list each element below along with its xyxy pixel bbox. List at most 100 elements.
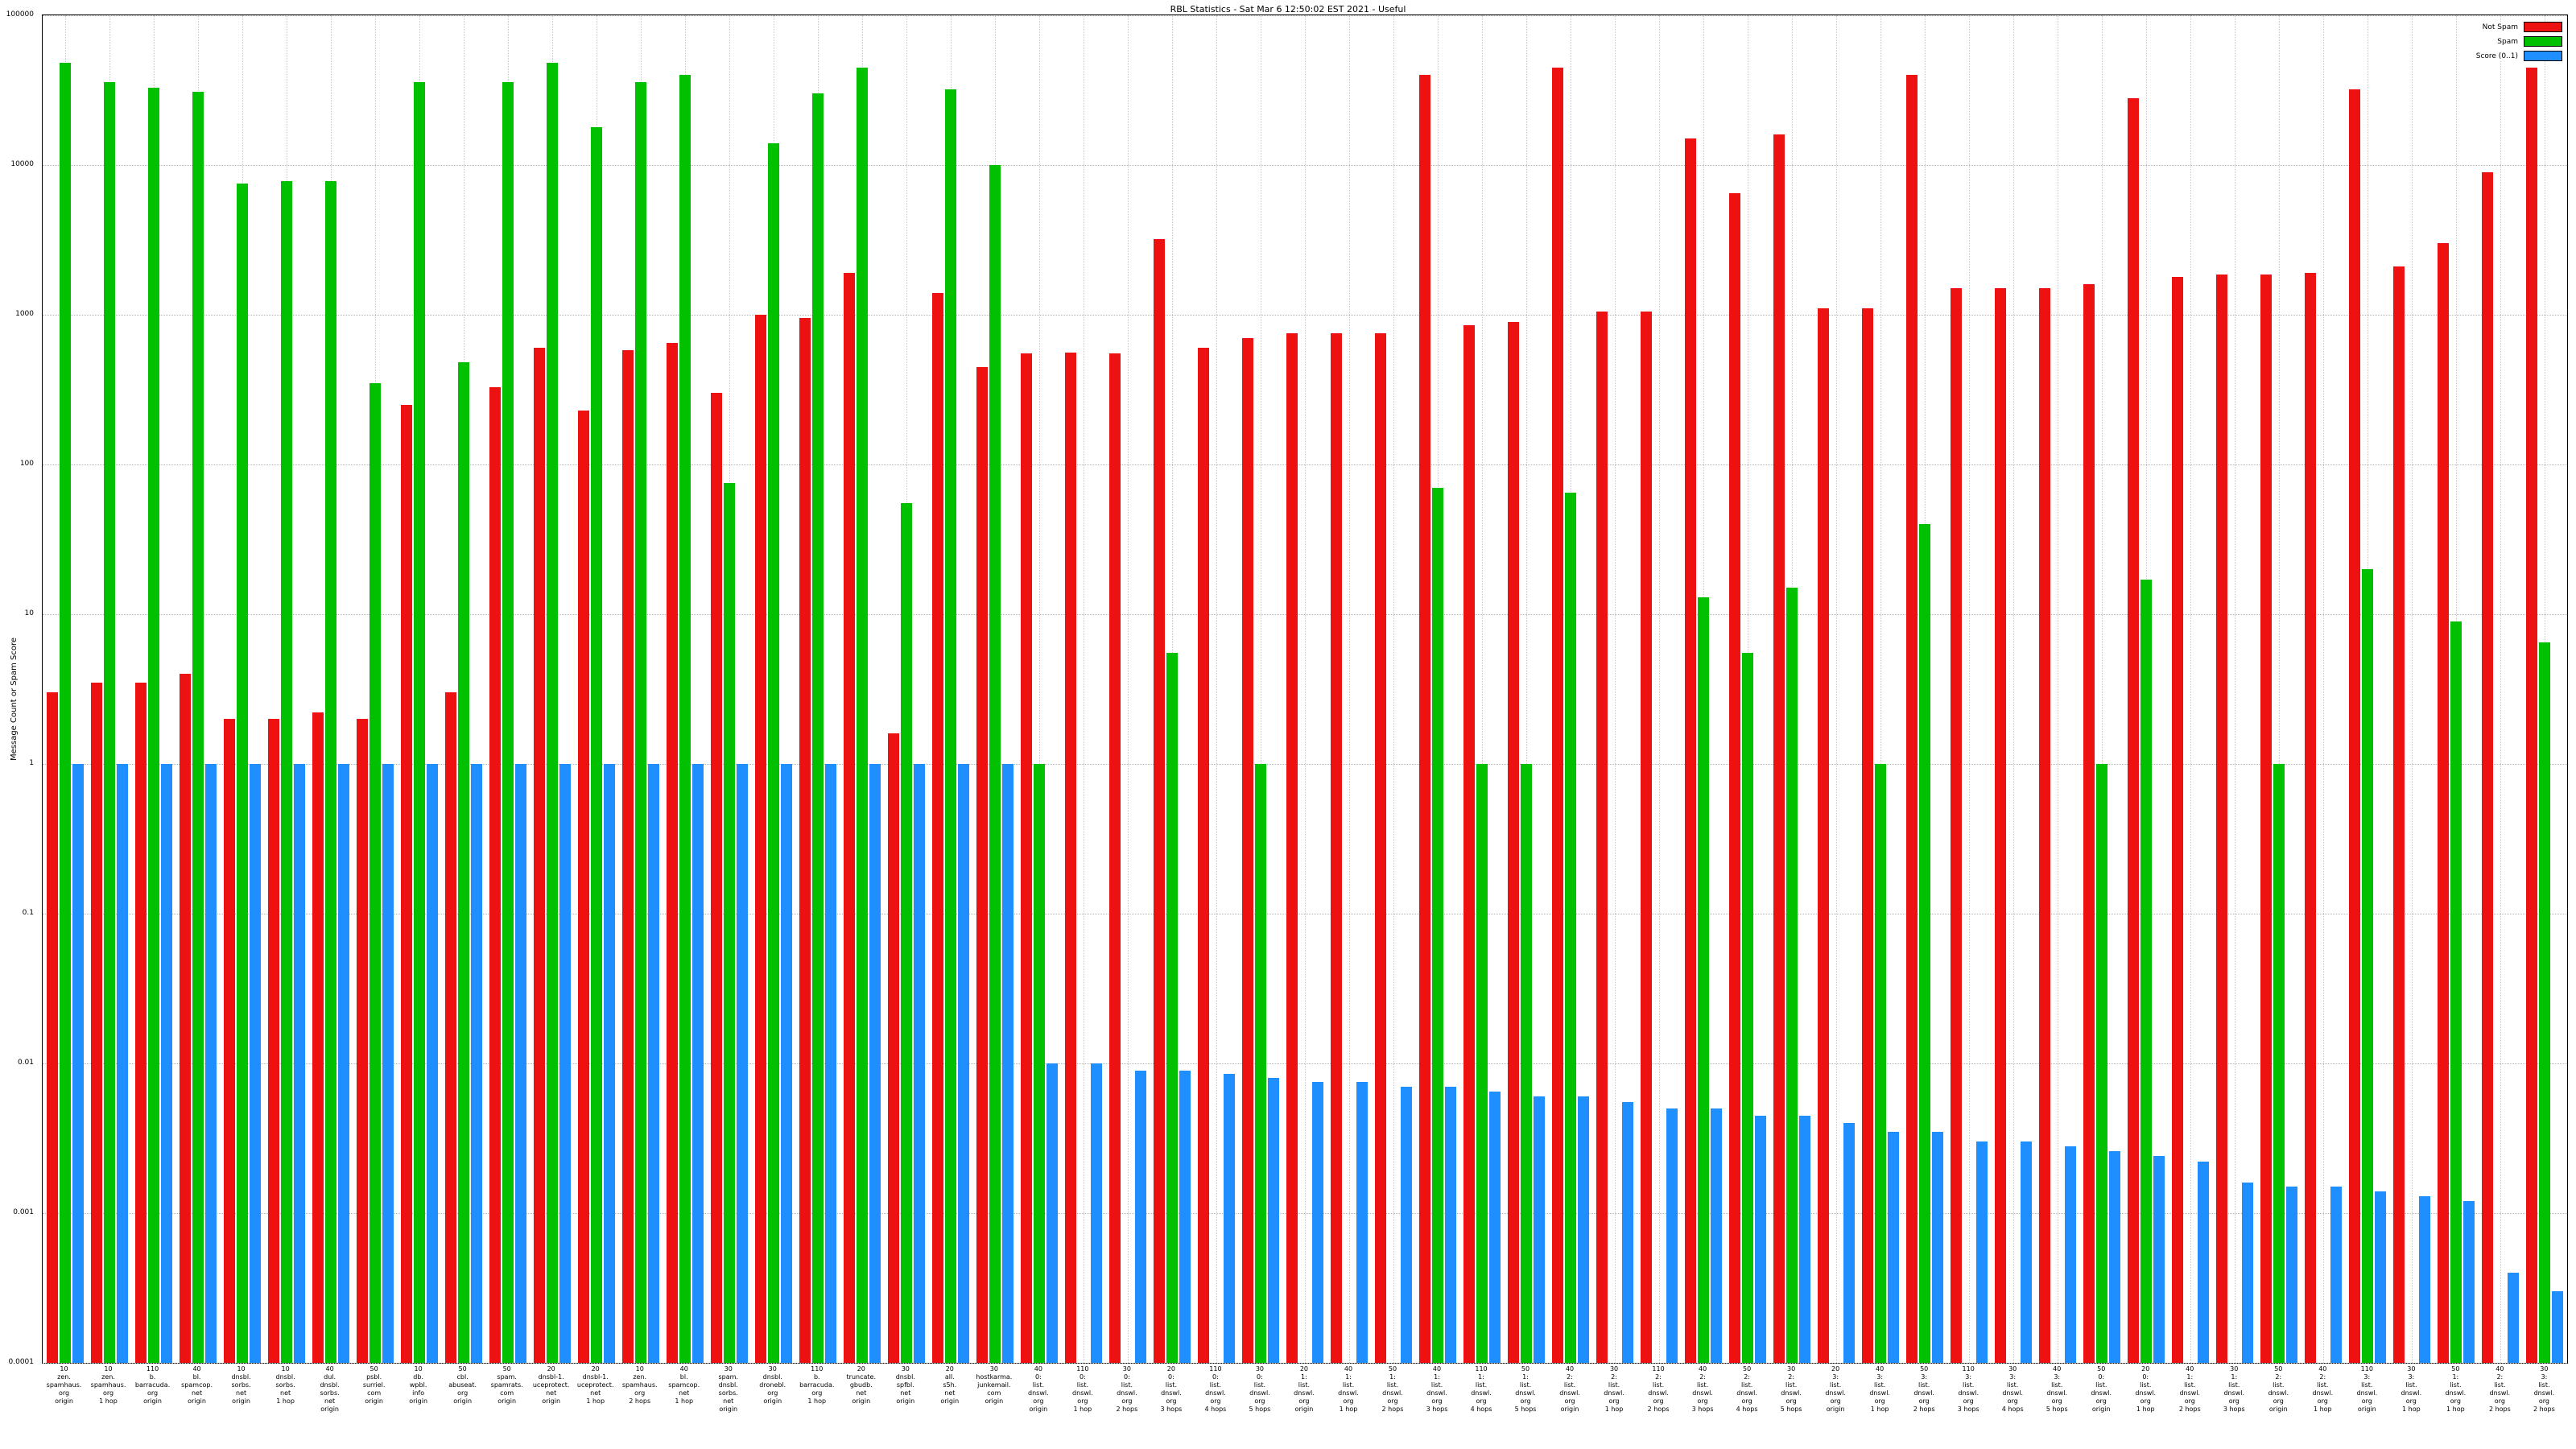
bar-group — [1194, 15, 1238, 1363]
x-axis-label: 40 0: list. dnswl. org origin — [1028, 1365, 1049, 1413]
bar-spam — [1431, 487, 1443, 1363]
bar-group — [2257, 15, 2301, 1363]
x-axis-label: 40 1: list. dnswl. org 3 hops — [1426, 1365, 1448, 1413]
x-axis-label: 20 3: list. dnswl. org origin — [1825, 1365, 1846, 1413]
bar-group — [2301, 15, 2346, 1363]
x-axis-label: 30 2: list. dnswl. org 5 hops — [1780, 1365, 1802, 1413]
bar-group — [131, 15, 175, 1363]
bar-not-spam — [621, 350, 634, 1363]
bar-spam — [2450, 621, 2462, 1363]
bar-score-0-1- — [337, 764, 349, 1363]
bar-score-0-1- — [1534, 1096, 1546, 1363]
bar-spam — [723, 483, 735, 1363]
bar-score-0-1- — [2021, 1141, 2033, 1363]
bar-not-spam — [1064, 352, 1076, 1363]
bar-group — [840, 15, 884, 1363]
bar-spam — [2539, 642, 2551, 1363]
bar-score-0-1- — [913, 764, 925, 1363]
legend-entry: Not Spam — [2483, 22, 2562, 32]
bar-not-spam — [1463, 325, 1475, 1363]
bar-spam — [811, 93, 824, 1363]
bar-not-spam — [2039, 288, 2051, 1363]
bar-spam — [103, 81, 115, 1363]
x-axis-label: 50 3: list. dnswl. org 2 hops — [1913, 1365, 1935, 1413]
bar-group — [2434, 15, 2479, 1363]
legend-label: Score (0..1) — [2475, 52, 2518, 60]
bar-not-spam — [710, 393, 722, 1363]
bar-spam — [2140, 580, 2153, 1363]
x-axis-label: 10 dnsbl. sorbs. net origin — [231, 1365, 251, 1405]
bar-not-spam — [1641, 312, 1653, 1363]
bar-spam — [502, 81, 514, 1363]
y-tick-label: 10 — [24, 609, 34, 617]
bar-not-spam — [134, 682, 147, 1363]
bar-score-0-1- — [2552, 1291, 2564, 1363]
bar-group — [2523, 15, 2567, 1363]
x-axis-label: 10 zen. spamhaus. org 2 hops — [621, 1365, 658, 1405]
bar-spam — [2096, 764, 2108, 1363]
bar-score-0-1- — [1711, 1108, 1723, 1363]
bar-score-0-1- — [2198, 1162, 2210, 1363]
bar-score-0-1- — [116, 764, 128, 1363]
bar-group — [441, 15, 485, 1363]
x-axis-label: 30 3: list. dnswl. org 4 hops — [2001, 1365, 2024, 1413]
x-gridline — [2190, 15, 2192, 1363]
bar-not-spam — [444, 692, 456, 1363]
legend-entry: Spam — [2497, 36, 2562, 47]
bar-score-0-1- — [1666, 1108, 1678, 1363]
bar-score-0-1- — [1179, 1070, 1191, 1363]
x-axis-label: 20 truncate. gbudb. net origin — [846, 1365, 877, 1405]
x-gridline — [1127, 15, 1129, 1363]
bar-score-0-1- — [691, 764, 704, 1363]
bar-group — [1992, 15, 2036, 1363]
x-gridline — [1216, 15, 1217, 1363]
bar-group — [618, 15, 663, 1363]
x-axis-label: 10 db. wpbl. info origin — [409, 1365, 428, 1405]
bar-not-spam — [179, 674, 191, 1363]
x-axis-label: 40 2: list. dnswl. org 3 hops — [1691, 1365, 1714, 1413]
x-gridline — [2279, 15, 2281, 1363]
x-axis-label: 40 2: list. dnswl. org origin — [1559, 1365, 1580, 1413]
y-tick-label: 1000 — [15, 310, 34, 318]
bar-score-0-1- — [603, 764, 615, 1363]
bar-score-0-1- — [470, 764, 482, 1363]
bar-score-0-1- — [2463, 1201, 2475, 1363]
bar-not-spam — [489, 386, 501, 1363]
bar-group — [2036, 15, 2080, 1363]
bar-score-0-1- — [72, 764, 84, 1363]
bar-not-spam — [2216, 275, 2228, 1363]
bar-score-0-1- — [780, 764, 792, 1363]
bar-not-spam — [1374, 333, 1386, 1363]
x-axis-label: 40 1: list. dnswl. org 2 hops — [2178, 1365, 2201, 1413]
bar-group — [308, 15, 353, 1363]
bar-spam — [546, 63, 558, 1363]
x-axis-label: 40 3: list. dnswl. org 1 hop — [1869, 1365, 1890, 1413]
bar-score-0-1- — [1843, 1123, 1856, 1363]
bar-group — [1726, 15, 1770, 1363]
legend: Not Spam Spam Score (0..1) — [2475, 22, 2562, 61]
bar-spam — [900, 503, 912, 1363]
bar-spam — [1254, 764, 1266, 1363]
bar-spam — [679, 75, 691, 1363]
x-axis-label: 20 0: list. dnswl. org 1 hop — [2135, 1365, 2157, 1413]
bar-group — [485, 15, 530, 1363]
bar-group — [1549, 15, 1593, 1363]
legend-entry: Score (0..1) — [2476, 51, 2562, 61]
bar-score-0-1- — [736, 764, 748, 1363]
x-axis-label: 10 zen. spamhaus. org 1 hop — [90, 1365, 126, 1405]
x-axis-label: 110 b. barracuda. org 1 hop — [799, 1365, 835, 1405]
bar-not-spam — [2393, 266, 2405, 1363]
x-gridline — [1482, 15, 1483, 1363]
bar-not-spam — [887, 733, 899, 1363]
x-axis-label: 110 2: list. dnswl. org 2 hops — [1647, 1365, 1670, 1413]
bar-spam — [1875, 764, 1887, 1363]
bar-spam — [280, 181, 292, 1363]
bar-group — [2479, 15, 2523, 1363]
x-gridline — [1969, 15, 1971, 1363]
x-axis-label: 110 0: list. dnswl. org 1 hop — [1072, 1365, 1093, 1413]
bar-not-spam — [1685, 138, 1697, 1363]
bar-group — [2213, 15, 2257, 1363]
x-axis-label: 30 dnsbl. spfbl. net origin — [895, 1365, 915, 1405]
bar-spam — [324, 181, 336, 1363]
